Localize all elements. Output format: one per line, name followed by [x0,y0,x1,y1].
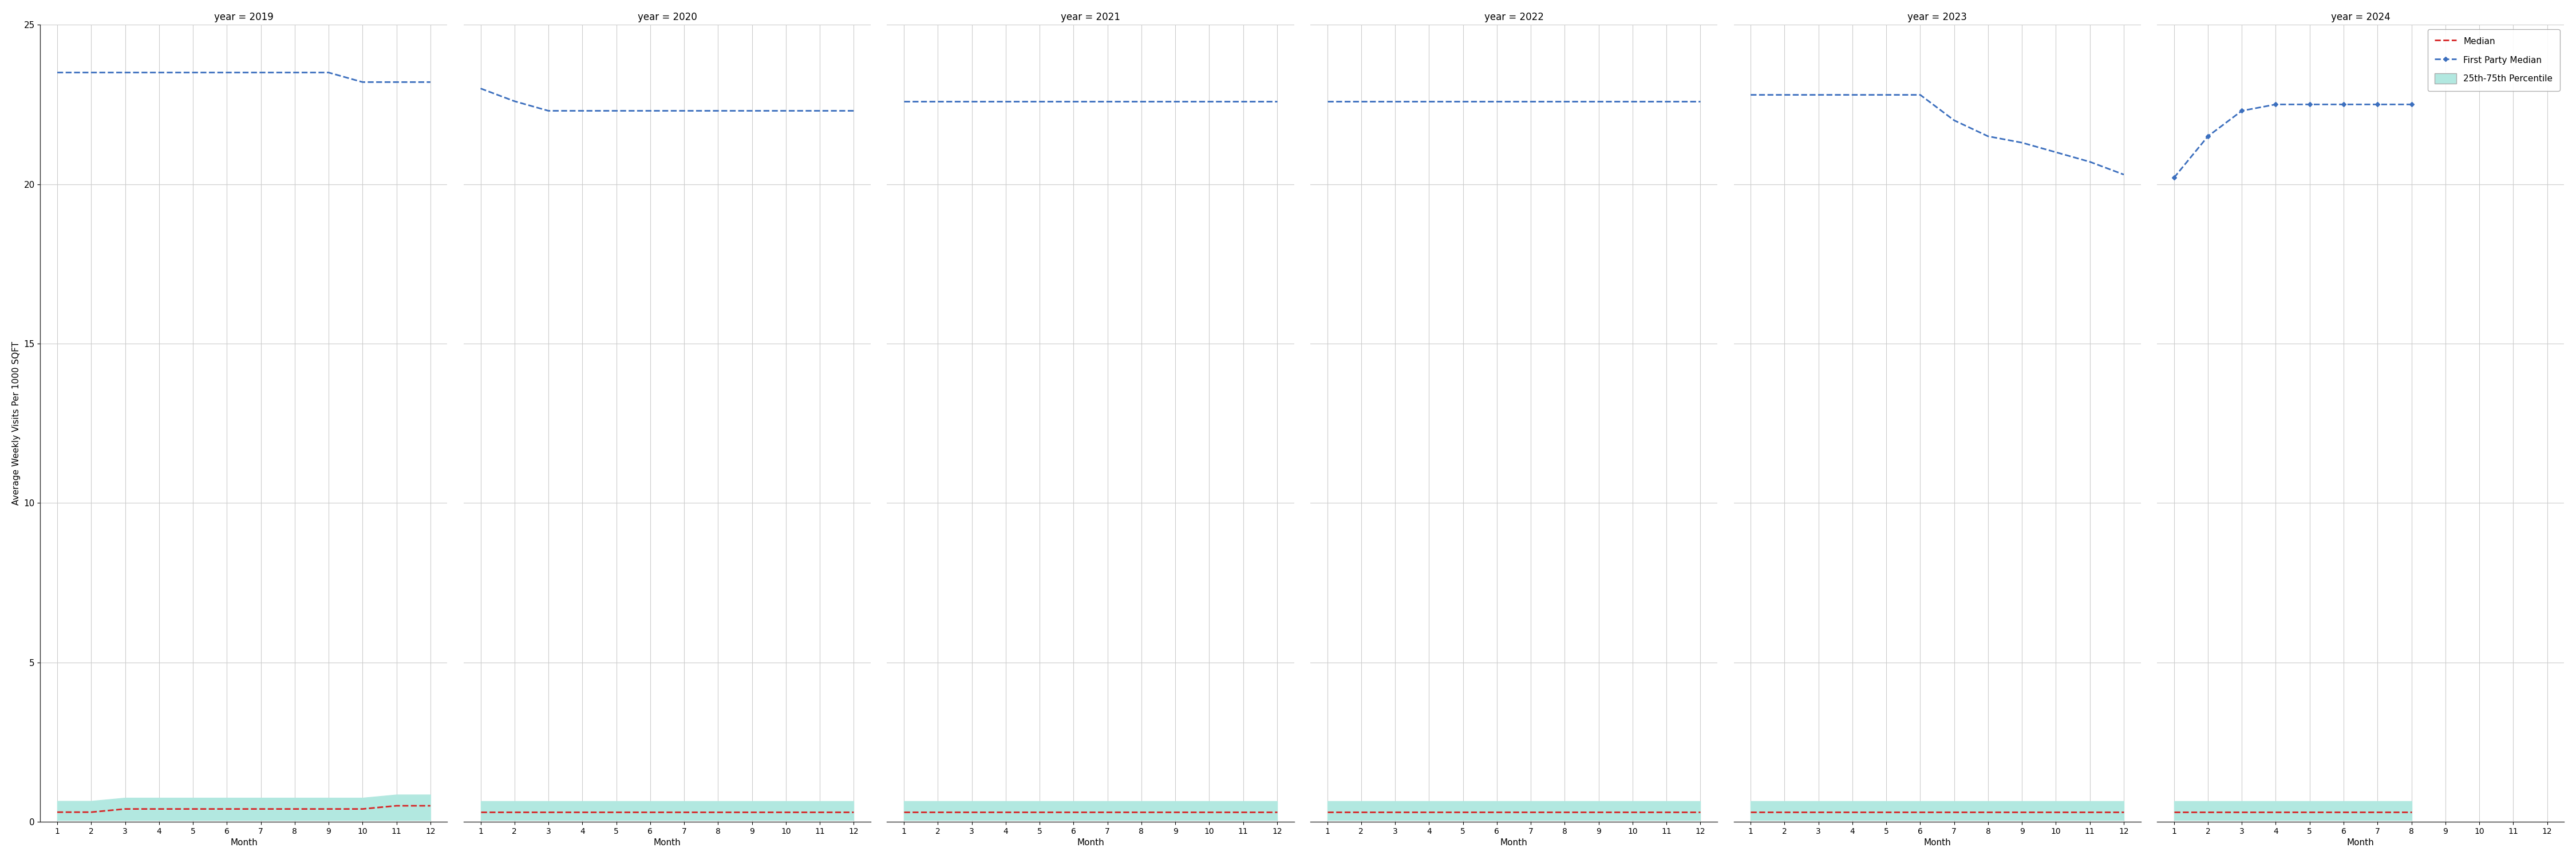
Title: year = 2023: year = 2023 [1906,12,1968,22]
Title: year = 2022: year = 2022 [1484,12,1543,22]
X-axis label: Month: Month [1077,838,1105,847]
X-axis label: Month: Month [1924,838,1950,847]
Title: year = 2019: year = 2019 [214,12,273,22]
X-axis label: Month: Month [229,838,258,847]
X-axis label: Month: Month [2347,838,2375,847]
Y-axis label: Average Weekly Visits Per 1000 SQFT: Average Weekly Visits Per 1000 SQFT [13,341,21,505]
Title: year = 2024: year = 2024 [2331,12,2391,22]
X-axis label: Month: Month [1499,838,1528,847]
Title: year = 2020: year = 2020 [636,12,698,22]
Title: year = 2021: year = 2021 [1061,12,1121,22]
Legend: Median, First Party Median, 25th-75th Percentile: Median, First Party Median, 25th-75th Pe… [2427,29,2561,91]
X-axis label: Month: Month [654,838,680,847]
